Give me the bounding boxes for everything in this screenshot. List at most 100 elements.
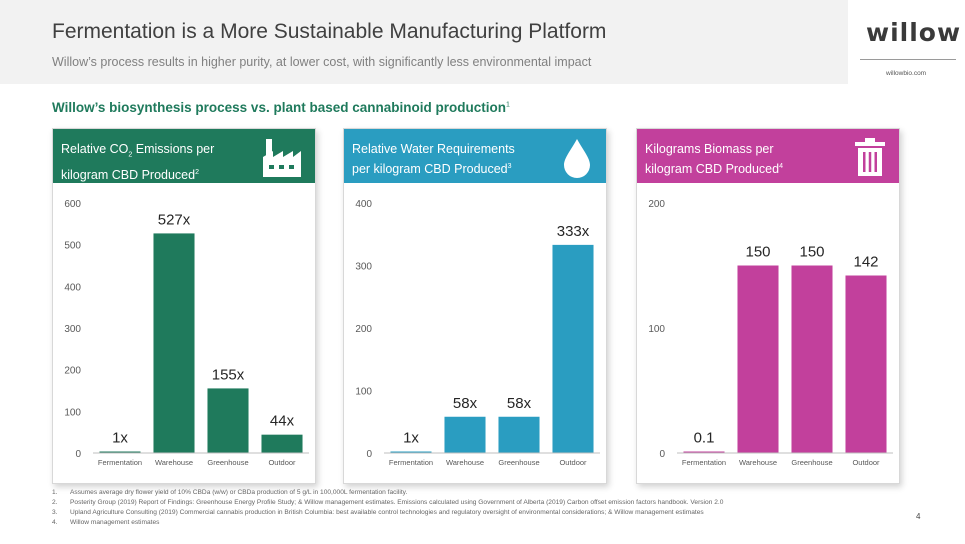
footnote-text: Willow management estimates <box>70 519 160 526</box>
y-tick-label: 200 <box>355 324 372 335</box>
water-requirements-panel: Relative Water Requirements per kilogram… <box>343 128 607 484</box>
x-category-label: Outdoor <box>268 458 296 467</box>
y-tick-label: 100 <box>64 407 81 418</box>
data-label: 150 <box>799 244 824 261</box>
bar <box>153 233 195 453</box>
x-category-label: Fermentation <box>389 458 433 467</box>
section-heading: Willow’s biosynthesis process vs. plant … <box>52 100 510 115</box>
section-footnote-ref: 1 <box>505 101 510 109</box>
data-label: 1x <box>112 430 128 447</box>
y-tick-label: 100 <box>648 324 665 335</box>
panel-title-part: Relative CO <box>61 142 129 156</box>
x-category-label: Warehouse <box>739 458 777 467</box>
bar <box>552 244 594 453</box>
data-label: 58x <box>507 395 532 412</box>
bar <box>261 434 303 453</box>
y-tick-label: 200 <box>64 366 81 377</box>
bar <box>99 451 141 453</box>
bar <box>207 388 249 453</box>
y-tick-label: 400 <box>64 282 81 293</box>
panel-title: Relative Water Requirements per kilogram… <box>352 141 515 178</box>
bar <box>791 265 833 453</box>
bar <box>498 416 540 453</box>
panel-title: Relative CO2 Emissions per kilogram CBD … <box>61 141 214 184</box>
y-tick-label: 300 <box>355 262 372 273</box>
footnote-number: 3. <box>52 509 58 516</box>
panel-title: Kilograms Biomass per kilogram CBD Produ… <box>645 141 783 178</box>
water-drop-icon <box>560 137 594 184</box>
x-category-label: Warehouse <box>155 458 193 467</box>
page-subtitle: Willow’s process results in higher purit… <box>52 55 592 69</box>
panel-header: Relative Water Requirements per kilogram… <box>344 129 606 183</box>
biomass-chart: 0 100 200 0.1 Fermentation 150 Warehouse 150 Gre… <box>648 199 893 467</box>
y-tick-label: 400 <box>355 199 372 210</box>
section-heading-text: Willow’s biosynthesis process vs. plant … <box>52 100 506 115</box>
panel-title-line2: kilogram CBD Produced <box>645 162 780 177</box>
co2-emissions-chart: 0 100 200 300 400 500 600 1x Fermentation 527x War… <box>64 199 309 467</box>
y-tick-label: 200 <box>648 199 665 210</box>
x-category-label: Warehouse <box>446 458 484 467</box>
x-category-label: Greenhouse <box>791 458 832 467</box>
data-label: 527x <box>158 211 191 228</box>
data-label: 142 <box>853 254 878 271</box>
footnote-item: 4. Willow management estimates <box>52 518 723 528</box>
y-tick-label: 0 <box>75 449 81 460</box>
footnote-text: Assumes average dry flower yield of 10% … <box>70 489 408 496</box>
footnote-number: 4. <box>52 519 58 526</box>
data-label: 58x <box>453 395 478 412</box>
data-label: 150 <box>745 244 770 261</box>
trash-bin-icon <box>853 137 887 182</box>
data-label: 1x <box>403 430 419 447</box>
x-category-label: Fermentation <box>98 458 142 467</box>
data-label: 333x <box>557 223 590 240</box>
title-band <box>0 0 848 84</box>
x-category-label: Outdoor <box>852 458 880 467</box>
footnote-number: 2. <box>52 499 58 506</box>
footnote-text: Upland Agriculture Consulting (2019) Com… <box>70 509 704 516</box>
panel-title-line1: Kilograms Biomass per <box>645 142 774 156</box>
footnote-number: 1. <box>52 489 58 496</box>
panel-title-line1: Relative Water Requirements <box>352 142 515 156</box>
y-tick-label: 0 <box>659 449 665 460</box>
footnote-item: 3. Upland Agriculture Consulting (2019) C… <box>52 508 723 518</box>
y-tick-label: 500 <box>64 241 81 252</box>
y-tick-label: 100 <box>355 387 372 398</box>
co2-emissions-panel: Relative CO2 Emissions per kilogram CBD … <box>52 128 316 484</box>
panel-header: Relative CO2 Emissions per kilogram CBD … <box>53 129 315 183</box>
logo-url: willowbio.com <box>886 70 927 77</box>
bar <box>845 275 887 453</box>
x-category-label: Greenhouse <box>207 458 248 467</box>
x-category-label: Greenhouse <box>498 458 539 467</box>
bar <box>683 451 725 453</box>
bar <box>737 265 779 453</box>
biomass-panel: Kilograms Biomass per kilogram CBD Produ… <box>636 128 900 484</box>
panel-title-ref: 4 <box>779 163 783 170</box>
footnote-text: Posterity Group (2019) Report of Finding… <box>70 499 724 506</box>
x-category-label: Fermentation <box>682 458 726 467</box>
data-label: 44x <box>270 413 295 430</box>
panel-title-part: Emissions per <box>132 142 215 156</box>
footnotes: 1. Assumes average dry flower yield of 10… <box>52 488 723 528</box>
data-label: 0.1 <box>694 430 715 447</box>
y-tick-label: 300 <box>64 324 81 335</box>
bar <box>390 451 432 453</box>
page-number: 4 <box>916 512 921 521</box>
panel-title-ref: 2 <box>195 168 199 176</box>
bar <box>444 416 486 453</box>
water-requirements-chart: 0 100 200 300 400 1x Fermentation 58x Warehouse 5… <box>355 199 600 467</box>
willow-logo: willow <box>866 18 962 47</box>
panel-title-ref: 3 <box>507 163 512 170</box>
panel-title-line2: kilogram CBD Produced <box>61 167 196 182</box>
y-tick-label: 600 <box>64 199 81 210</box>
footnote-item: 1. Assumes average dry flower yield of 10… <box>52 488 723 498</box>
page-title: Fermentation is a More Sustainable Manuf… <box>52 20 607 43</box>
logo-divider <box>860 59 956 60</box>
factory-icon <box>261 137 303 182</box>
x-category-label: Outdoor <box>559 458 587 467</box>
panel-title-sub: 2 <box>128 151 133 159</box>
data-label: 155x <box>212 366 245 383</box>
footnote-item: 2. Posterity Group (2019) Report of Findi… <box>52 498 723 508</box>
y-tick-label: 0 <box>366 449 372 460</box>
logo-box <box>848 0 965 84</box>
panel-header: Kilograms Biomass per kilogram CBD Produ… <box>637 129 899 183</box>
